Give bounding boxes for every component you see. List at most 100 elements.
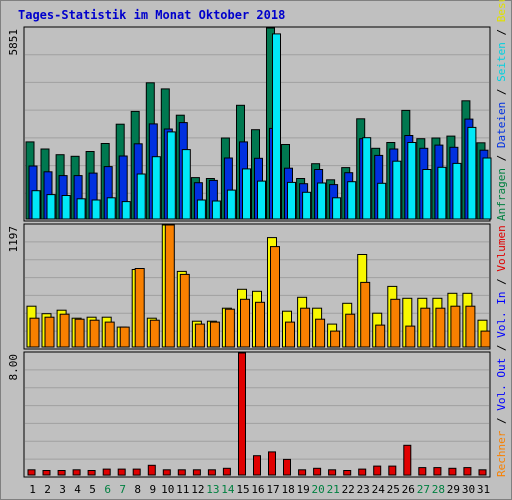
bar-rechner-day-12	[194, 323, 205, 348]
bar-volumen-day-28	[433, 467, 442, 476]
x-tick-label: 8	[134, 483, 141, 496]
bar-seiten-day-18	[287, 181, 296, 220]
bar-seiten-day-7	[121, 201, 131, 220]
y-max-label: 8.00	[7, 354, 20, 381]
bar-volumen-day-2	[42, 470, 51, 476]
bar-seiten-day-26	[407, 142, 417, 220]
bar-rechner-day-30	[465, 305, 476, 348]
bar-seiten-day-9	[151, 156, 161, 220]
bar-seiten-day-22	[347, 181, 357, 220]
y-max-label: 5851	[7, 29, 20, 56]
x-tick-label: 27	[417, 483, 430, 496]
bar-rechner-day-31	[480, 330, 491, 348]
x-tick-label: 25	[387, 483, 400, 496]
x-tick-label: 31	[477, 483, 490, 496]
bar-seiten-day-19	[302, 191, 312, 220]
panel-besuche_rechner: 1197	[7, 223, 491, 350]
bar-rechner-day-5	[89, 319, 100, 348]
bar-seiten-day-20	[317, 182, 327, 220]
bar-seiten-day-23	[362, 137, 372, 220]
bar-volumen-day-5	[87, 470, 96, 476]
bar-rechner-day-29	[450, 305, 461, 348]
x-tick-label: 4	[74, 483, 81, 496]
x-tick-label: 16	[251, 483, 264, 496]
x-tick-label: 28	[432, 483, 445, 496]
right-label-part: Vol. Out	[495, 358, 508, 411]
bar-volumen-day-17	[268, 451, 276, 476]
x-tick-label: 9	[149, 483, 156, 496]
bar-seiten-day-13	[211, 200, 221, 220]
bar-rechner-day-26	[405, 325, 416, 348]
right-label-part: /	[495, 272, 508, 292]
x-tick-label: 19	[296, 483, 309, 496]
right-label-panel1: Anfragen / Dateien / Seiten / Besuche	[495, 0, 508, 221]
bar-rechner-day-9	[149, 319, 160, 348]
bar-rechner-day-1	[29, 317, 40, 348]
bar-volumen-day-1	[27, 469, 36, 476]
bar-rechner-day-20	[315, 318, 326, 348]
bar-volumen-day-9	[147, 464, 156, 476]
bar-volumen-day-12	[192, 469, 201, 476]
x-tick-label: 18	[281, 483, 294, 496]
bar-seiten-day-10	[166, 131, 176, 220]
right-label-part: /	[495, 411, 508, 431]
bar-volumen-day-26	[403, 444, 412, 476]
chart-panels: 5851 1197 8.00	[7, 26, 492, 478]
bar-volumen-day-11	[177, 469, 186, 476]
x-tick-label: 22	[342, 483, 355, 496]
x-tick-label: 30	[462, 483, 475, 496]
right-label-part: Besuche	[495, 0, 508, 22]
bar-volumen-day-24	[373, 465, 382, 476]
bar-seiten-day-4	[76, 198, 86, 220]
x-tick-label: 15	[236, 483, 249, 496]
x-tick-label: 3	[59, 483, 66, 496]
bar-seiten-day-8	[136, 173, 146, 220]
bar-volumen-day-15	[238, 352, 246, 476]
bar-volumen-day-10	[162, 469, 171, 476]
bar-rechner-day-27	[420, 307, 431, 348]
bar-volumen-day-8	[132, 468, 141, 476]
bar-rechner-day-19	[300, 307, 311, 348]
x-tick-label: 10	[161, 483, 174, 496]
bar-seiten-day-24	[377, 182, 387, 220]
x-tick-label: 29	[447, 483, 460, 496]
bar-rechner-day-3	[59, 313, 70, 348]
bar-rechner-day-25	[390, 298, 401, 348]
x-tick-label: 17	[266, 483, 279, 496]
bar-rechner-day-10	[164, 224, 175, 348]
x-tick-label: 14	[221, 483, 235, 496]
x-tick-label: 20	[311, 483, 324, 496]
bar-rechner-day-23	[360, 281, 371, 348]
bar-seiten-day-30	[467, 126, 477, 220]
right-label-part: Seiten	[495, 42, 508, 82]
x-tick-label: 5	[89, 483, 96, 496]
bar-volumen-day-20	[313, 467, 322, 476]
bar-volumen-day-29	[448, 467, 457, 476]
bar-seiten-day-5	[91, 199, 101, 220]
bar-seiten-day-14	[226, 189, 236, 220]
right-label-part: Dateien	[495, 102, 508, 148]
x-tick-label: 6	[104, 483, 111, 496]
bar-volumen-day-4	[72, 469, 81, 476]
bar-seiten-day-21	[332, 197, 342, 220]
bar-volumen-day-21	[328, 469, 337, 476]
bar-volumen-day-13	[207, 469, 216, 476]
x-tick-label: 12	[191, 483, 204, 496]
bar-rechner-day-6	[104, 321, 115, 348]
x-tick-label: 24	[372, 483, 386, 496]
bar-rechner-day-2	[44, 316, 55, 348]
bar-rechner-day-28	[435, 307, 446, 348]
bar-volumen-day-6	[102, 468, 111, 476]
right-label-part: /	[495, 338, 508, 358]
bar-seiten-day-28	[437, 166, 447, 220]
right-label-part: /	[495, 148, 508, 168]
right-label-part: Volumen	[495, 225, 508, 271]
bar-rechner-day-14	[224, 308, 235, 348]
bar-rechner-day-16	[255, 301, 265, 348]
x-tick-label: 2	[44, 483, 51, 496]
bar-volumen-day-27	[418, 467, 427, 476]
y-max-label: 1197	[7, 226, 20, 253]
x-tick-label: 13	[206, 483, 219, 496]
right-label-part: Anfragen	[495, 168, 508, 221]
